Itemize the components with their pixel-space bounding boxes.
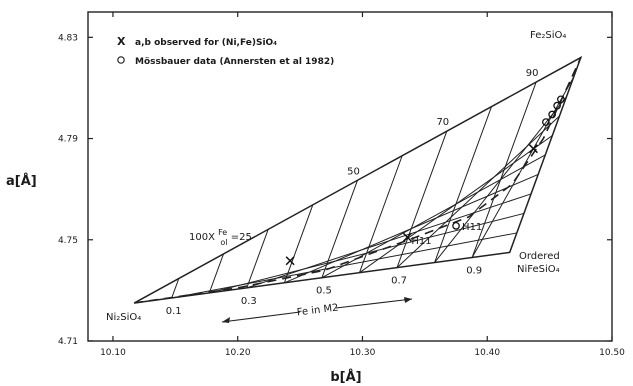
y-tick-label: 4.79: [58, 135, 78, 145]
grid-line-iso-fe: [208, 253, 224, 294]
grid-line-iso-fe: [434, 106, 492, 263]
x-stroke: [402, 232, 412, 242]
x-stroke: [285, 256, 295, 266]
grid-line-m2: [396, 115, 560, 268]
legend-x-text: a,b observed for (Ni,Fe)SiO₄: [135, 38, 277, 48]
mossbauer-o-marker: [553, 101, 561, 110]
legend-o-text: Mössbauer data (Annersten et al 1982): [135, 57, 334, 67]
x-tick-label: 10.30: [350, 348, 376, 358]
data-markers: [285, 95, 565, 266]
lower-edge-label: 0.5: [316, 286, 332, 297]
x-stroke: [528, 144, 538, 154]
mossbauer-o-marker: [542, 118, 550, 126]
x-tick-label: 10.10: [100, 348, 126, 358]
x-marker-label: H11: [411, 236, 431, 247]
label-ordered-line2: NiFeSiO₄: [517, 264, 560, 275]
mossbauer-o-marker: [556, 95, 565, 104]
upper-edge-label: 90: [526, 68, 539, 79]
composition-label-sup: Fe: [218, 228, 227, 237]
upper-edge-label: 50: [347, 166, 360, 177]
legend: X a,b observed for (Ni,Fe)SiO₄ Mössbauer…: [117, 35, 334, 67]
observed-x-marker: [402, 232, 412, 242]
triangle-grid: [133, 55, 583, 304]
grid-line-iso-fe: [246, 229, 269, 289]
mossbauer-o-marker: [452, 222, 460, 230]
lower-edge-label: 0.7: [391, 276, 407, 287]
label-ordered-line1: Ordered: [519, 251, 560, 262]
x-axis-label: b[Å]: [330, 369, 361, 385]
upper-edge-label: 70: [436, 117, 449, 128]
grid-line-iso-fe: [471, 81, 537, 258]
trend-curve: [134, 57, 582, 304]
composition-label-sub: ol: [220, 238, 227, 247]
fe-in-m2-arrow: Fe in M2: [221, 297, 413, 323]
grid-line-iso-fe: [359, 155, 403, 273]
label-ni2sio4: Ni₂SiO₄: [106, 312, 141, 323]
plot-area-border: [87, 11, 613, 342]
grid-line-iso-fe: [396, 131, 448, 268]
x-tick-label: 10.50: [599, 348, 625, 358]
grid-line-iso-fe: [283, 204, 314, 283]
annotations: 50 70 90 0.1 0.3 0.5 0.7 0.9 H11 H11: [166, 68, 539, 317]
label-fe2sio4: Fe₂SiO₄: [530, 30, 566, 41]
observed-x-marker: [528, 144, 538, 154]
composition-label-main: 100X: [189, 232, 215, 243]
plot-frame: [87, 11, 613, 342]
mossbauer-o-marker: [548, 110, 556, 119]
composition-label: 100X Fe ol =25: [189, 227, 252, 248]
y-tick-label: 4.75: [58, 236, 78, 246]
axis-ticks: 10.10 10.20 10.30 10.40 10.50 4.71 4.75 4.79 4.8…: [58, 12, 625, 358]
legend-o-marker: [117, 56, 125, 64]
y-axis-label: a[Å]: [6, 173, 37, 189]
x-tick-label: 10.40: [474, 348, 500, 358]
fe-in-m2-label: Fe in M2: [296, 303, 339, 319]
lower-edge-label: 0.9: [466, 265, 482, 276]
lower-edge-label: 0.1: [166, 306, 182, 317]
y-tick-label: 4.71: [58, 337, 78, 347]
grid-line-iso-fe: [171, 278, 180, 299]
lower-edge-label: 0.3: [241, 296, 257, 307]
observed-x-marker: [285, 256, 295, 266]
o-marker-label: H11: [462, 222, 482, 233]
composition-triangle: [133, 55, 583, 304]
x-tick-label: 10.20: [225, 348, 251, 358]
grid-line-iso-fe: [321, 180, 358, 278]
legend-x-marker: X: [117, 35, 126, 48]
dashed-trend-curve: [134, 57, 582, 304]
composition-label-eq: =25: [231, 232, 252, 243]
y-tick-label: 4.83: [58, 33, 78, 43]
